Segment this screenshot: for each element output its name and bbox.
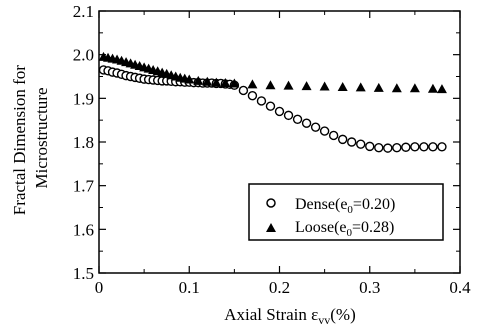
dense-point bbox=[356, 139, 366, 149]
loose-point bbox=[409, 83, 420, 93]
legend-marker-loose bbox=[266, 223, 276, 232]
loose-point bbox=[373, 82, 384, 92]
legend-box bbox=[248, 183, 444, 241]
loose-point bbox=[283, 80, 294, 90]
legend-marker-dense bbox=[266, 198, 276, 208]
loose-point bbox=[220, 78, 231, 88]
dense-point bbox=[283, 110, 294, 121]
loose-point bbox=[337, 81, 348, 91]
dense-point bbox=[437, 142, 447, 152]
dense-point bbox=[428, 142, 438, 152]
dense-point bbox=[401, 142, 411, 152]
legend-label-dense: Dense(e0=0.20) bbox=[295, 196, 395, 216]
loose-point bbox=[202, 76, 213, 86]
x-tick-label: 0.3 bbox=[359, 278, 380, 297]
legend: Dense(e0=0.20) Loose(e0=0.28) bbox=[248, 183, 444, 241]
y-tick-label: 1.7 bbox=[73, 177, 95, 196]
dense-point bbox=[337, 134, 348, 145]
x-tick-label: 0.4 bbox=[449, 278, 471, 297]
y-tick-label: 1.8 bbox=[73, 133, 94, 152]
x-axis-ticks: 0 0.1 0.2 0.3 0.4 bbox=[95, 11, 471, 297]
data-marks bbox=[98, 51, 447, 153]
y-axis-title: Fractal Dimension for Microstructure bbox=[10, 61, 51, 215]
y-tick-label: 2.1 bbox=[73, 2, 94, 21]
dense-point bbox=[256, 96, 267, 106]
dense-series bbox=[98, 65, 447, 153]
loose-point bbox=[355, 82, 366, 92]
loose-point bbox=[301, 81, 312, 91]
y-tick-label: 1.5 bbox=[73, 264, 94, 283]
loose-point bbox=[229, 78, 240, 88]
loose-point bbox=[436, 84, 447, 94]
dense-point bbox=[328, 130, 339, 141]
dense-point bbox=[392, 142, 402, 153]
dense-point bbox=[301, 118, 312, 128]
x-axis-title: Axial Strain εvv(%) bbox=[224, 305, 356, 326]
dense-point bbox=[238, 85, 249, 96]
dense-point bbox=[419, 142, 429, 152]
loose-point bbox=[211, 77, 222, 87]
x-tick-label: 0.2 bbox=[269, 278, 290, 297]
loose-point bbox=[391, 83, 402, 93]
loose-point bbox=[247, 79, 258, 89]
dense-point bbox=[383, 143, 393, 153]
loose-point bbox=[184, 74, 195, 84]
dense-point bbox=[319, 126, 330, 136]
loose-series bbox=[98, 51, 447, 94]
x-tick-label: 0.1 bbox=[179, 278, 200, 297]
dense-point bbox=[247, 91, 258, 101]
dense-point bbox=[274, 106, 285, 117]
y-tick-label: 1.6 bbox=[73, 220, 94, 239]
x-tick-label: 0 bbox=[95, 278, 104, 297]
loose-point bbox=[319, 81, 330, 91]
dense-point bbox=[365, 141, 375, 152]
y-tick-label: 2.0 bbox=[73, 46, 94, 65]
y-tick-label: 1.9 bbox=[73, 89, 94, 108]
dense-point bbox=[310, 122, 321, 132]
y-axis-ticks: 1.5 1.6 1.7 1.8 1.9 2.0 2.1 bbox=[73, 2, 460, 283]
dense-point bbox=[347, 137, 357, 147]
dense-point bbox=[265, 101, 276, 111]
dense-point bbox=[292, 114, 303, 124]
dense-point bbox=[410, 142, 420, 152]
dense-point bbox=[374, 142, 384, 153]
loose-point bbox=[265, 80, 276, 90]
loose-point bbox=[193, 75, 204, 85]
legend-label-loose: Loose(e0=0.28) bbox=[295, 219, 394, 239]
loose-point bbox=[427, 83, 438, 93]
